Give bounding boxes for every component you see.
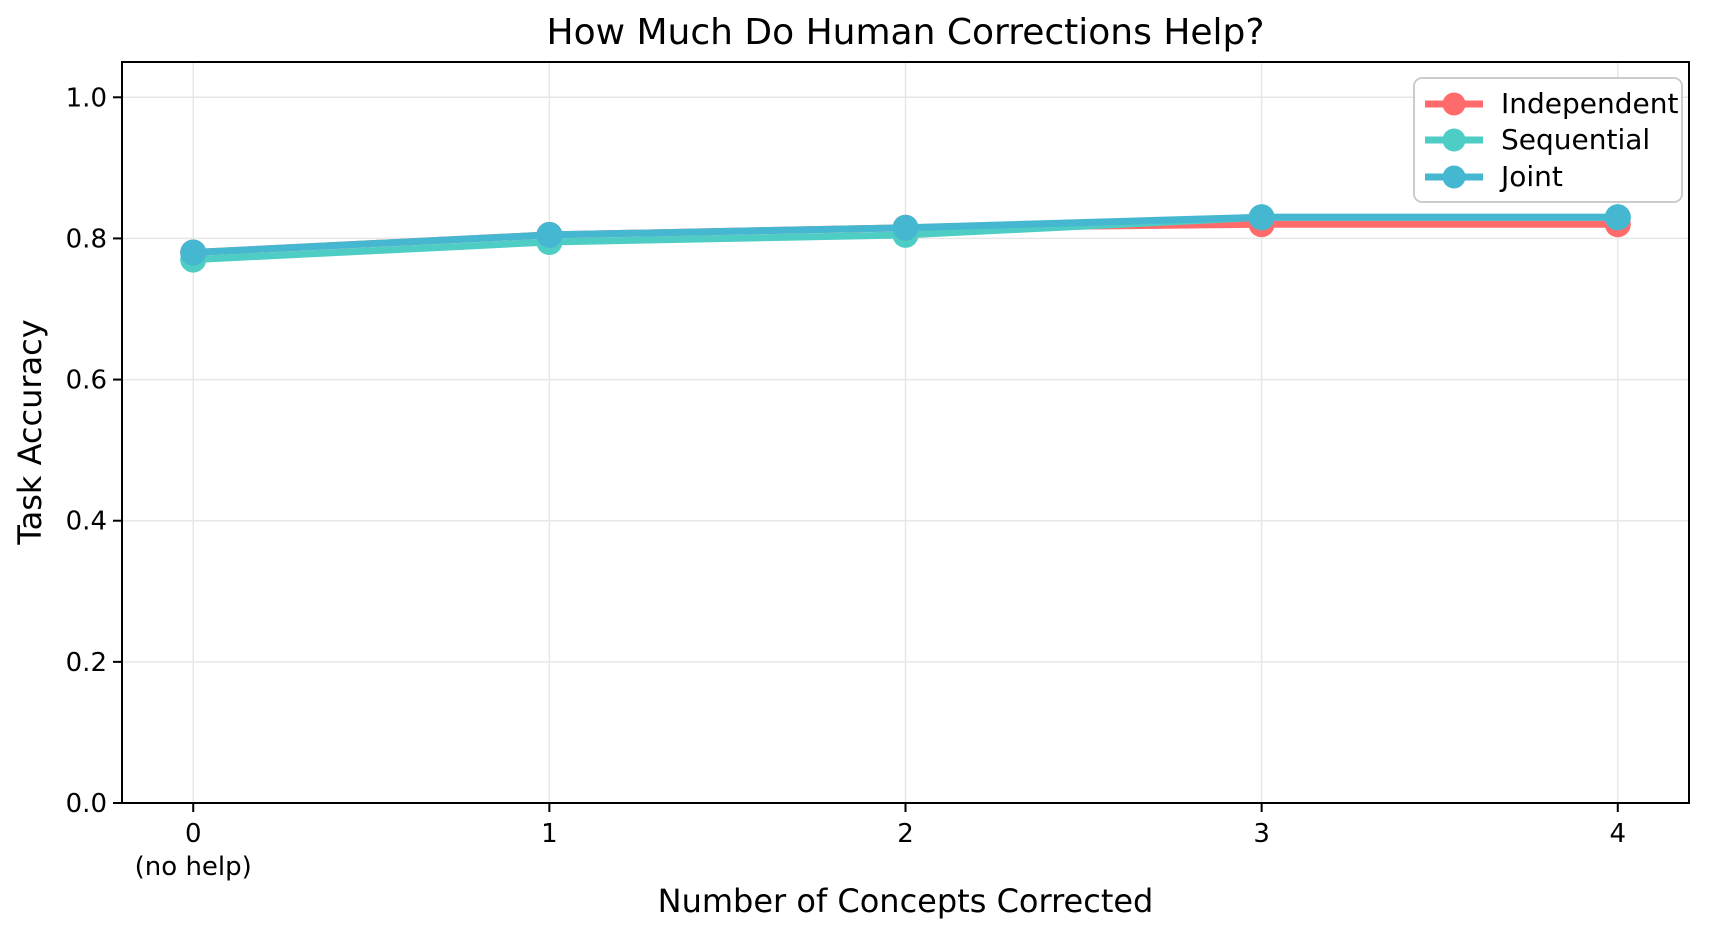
data-point-marker xyxy=(180,239,207,266)
chart-title: How Much Do Human Corrections Help? xyxy=(546,12,1265,53)
legend-item-independent: Independent xyxy=(1423,86,1679,120)
y-tick-label: 0.0 xyxy=(66,789,107,819)
legend-item-sequential: Sequential xyxy=(1423,125,1677,155)
y-tick-label: 0.6 xyxy=(66,366,107,396)
series-joint xyxy=(180,204,1631,266)
data-point-marker xyxy=(536,221,563,248)
y-axis-label: Task Accuracy xyxy=(11,319,49,545)
legend-label: Sequential xyxy=(1501,123,1651,156)
x-tick-label: 3 xyxy=(1253,819,1270,849)
legend-item-joint: Joint xyxy=(1423,162,1677,192)
legend-label: Joint xyxy=(1501,159,1563,193)
legend-line-marker-icon xyxy=(1425,128,1483,152)
y-tick-label: 1.0 xyxy=(66,83,107,113)
y-tick-label: 0.8 xyxy=(66,224,107,254)
data-point-marker xyxy=(892,214,919,241)
plot-frame xyxy=(121,61,1690,804)
legend-label: Independent xyxy=(1501,86,1679,120)
x-tick-label: 0 xyxy=(185,819,202,849)
y-tick-label: 0.2 xyxy=(66,648,107,678)
x-tick-label: 1 xyxy=(541,819,558,849)
x-axis-label: Number of Concepts Corrected xyxy=(657,882,1154,920)
legend-line-marker-icon xyxy=(1425,165,1483,188)
x-tick-label: 4 xyxy=(1609,819,1626,849)
legend: Independent Sequential Joint xyxy=(1413,77,1683,203)
y-tick-label: 0.4 xyxy=(66,507,107,537)
x-tick-sublabel: (no help) xyxy=(135,852,252,882)
data-point-marker xyxy=(1604,204,1631,231)
legend-line-marker-icon xyxy=(1425,92,1483,115)
x-tick-label: 2 xyxy=(897,819,914,849)
data-point-marker xyxy=(1248,204,1275,231)
